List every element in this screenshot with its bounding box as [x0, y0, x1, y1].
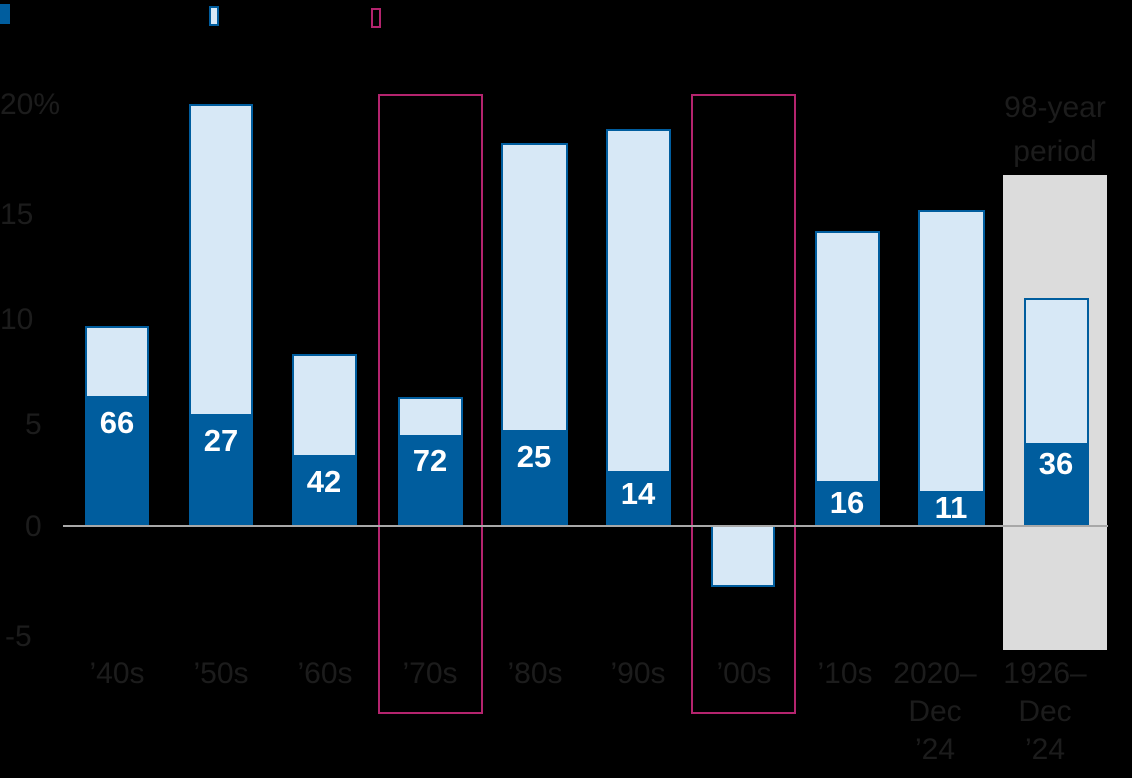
x-label-80s: ’80s [507, 657, 563, 690]
bar-50s-component [189, 414, 253, 525]
bar-10s-total [815, 231, 880, 483]
x-label-1926-line3: ’24 [1024, 733, 1066, 766]
x-label-1926: 1926– Dec ’24 [990, 655, 1100, 769]
bar-10s-component [815, 481, 880, 525]
x-label-2020-line1: 2020– [893, 657, 977, 690]
highlight-box-00s [691, 94, 796, 714]
bar-2020-total [918, 210, 985, 493]
bar-70s-total [398, 397, 463, 437]
bar-1926-total [1024, 298, 1089, 445]
bar-80s-total [501, 143, 568, 432]
zero-baseline [63, 525, 1108, 527]
bar-90s-total [606, 129, 671, 473]
x-label-10s: ’10s [817, 657, 873, 690]
y-tick-neg5: -5 [5, 620, 32, 653]
bar-00s-total [711, 525, 775, 587]
bar-90s-component [606, 471, 671, 525]
y-tick-10: 10 [0, 303, 34, 336]
highlight-box-70s [378, 94, 483, 714]
y-tick-5: 5 [25, 408, 42, 441]
x-label-00s: ’00s [716, 657, 772, 690]
annotation-line2: period [1013, 135, 1097, 168]
bar-label-80s: 25 [516, 439, 552, 474]
legend-light-swatch [209, 6, 219, 26]
bar-40s-component [85, 396, 149, 525]
bar-label-40s: 66 [99, 405, 135, 440]
x-label-2020: 2020– Dec ’24 [880, 655, 990, 769]
bar-80s-component [501, 430, 568, 525]
bar-50s-total [189, 104, 253, 416]
y-tick-15: 15 [0, 198, 34, 231]
bar-label-2020: 11 [934, 490, 968, 525]
bar-label-60s: 42 [306, 464, 342, 499]
bar-label-1926: 36 [1038, 446, 1074, 481]
bar-label-70s: 72 [412, 443, 448, 478]
x-label-2020-line3: ’24 [914, 733, 956, 766]
bar-label-50s: 27 [203, 423, 239, 458]
bar-1926-component [1024, 443, 1089, 525]
bar-60s-component [292, 455, 357, 525]
x-label-1926-line1: 1926– [1003, 657, 1087, 690]
annotation-line1: 98-year [1004, 91, 1106, 124]
legend-highlight-swatch [371, 8, 381, 28]
bar-40s-total [85, 326, 149, 398]
x-label-70s: ’70s [402, 657, 458, 690]
bar-60s-total [292, 354, 357, 457]
bar-70s-component [398, 435, 463, 525]
y-tick-0: 0 [25, 510, 42, 543]
x-label-1926-line2: Dec [1018, 695, 1072, 728]
bar-label-10s: 16 [829, 485, 865, 520]
legend-dark-swatch [0, 4, 10, 24]
bar-2020-component [918, 491, 985, 525]
bar-label-90s: 14 [620, 476, 656, 511]
x-label-40s: ’40s [89, 657, 145, 690]
x-label-2020-line2: Dec [908, 695, 962, 728]
annotation-98-year: 98-year period [995, 86, 1115, 174]
x-label-50s: ’50s [193, 657, 249, 690]
x-label-60s: ’60s [297, 657, 353, 690]
y-tick-20: 20% [0, 88, 61, 121]
x-label-90s: ’90s [610, 657, 666, 690]
